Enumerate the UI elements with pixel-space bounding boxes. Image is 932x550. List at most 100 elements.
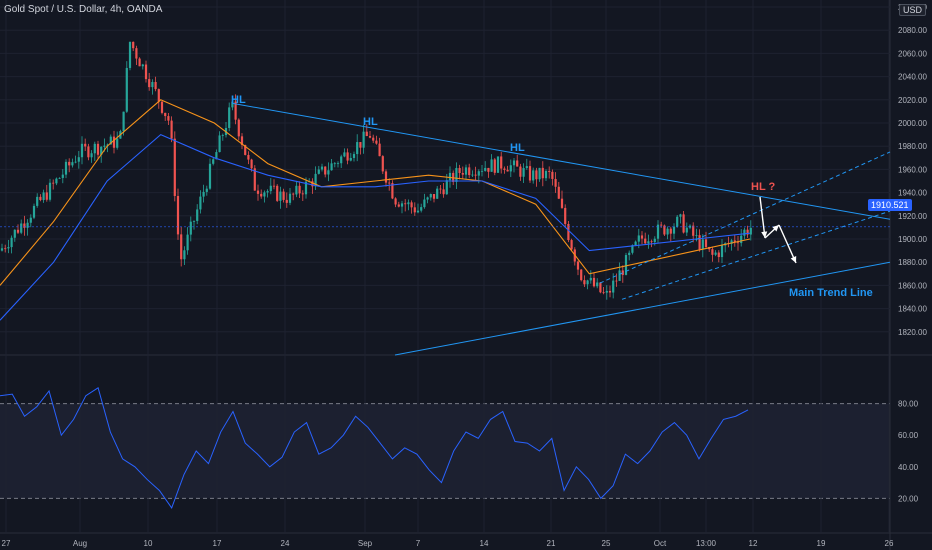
main-trend-line	[394, 261, 891, 356]
candle-body	[525, 166, 528, 169]
x-tick-label: 21	[547, 539, 556, 548]
candle-body	[154, 82, 157, 90]
candle-body	[554, 178, 557, 187]
candle-body	[368, 136, 372, 138]
candle-body	[320, 166, 324, 170]
candle-body	[221, 135, 224, 136]
candle-body	[16, 229, 20, 233]
candle-body	[170, 120, 173, 139]
candle-body	[7, 247, 10, 249]
candle-body	[285, 199, 288, 203]
symbol-title: Gold Spot / U.S. Dollar, 4h, OANDA	[4, 4, 163, 15]
candle-body	[557, 186, 560, 199]
candle-body	[493, 159, 496, 173]
candle-body	[103, 145, 106, 147]
rsi-pane	[0, 387, 749, 509]
candle-body	[151, 82, 154, 88]
candle-body	[436, 188, 439, 199]
x-tick-label: 26	[885, 539, 894, 548]
candle-body	[631, 245, 634, 253]
candle-body	[733, 240, 736, 243]
candle-body	[231, 101, 234, 108]
candle-body	[240, 136, 244, 145]
x-tick-label: 24	[281, 539, 290, 548]
candle-body	[407, 202, 410, 205]
candle-body	[314, 173, 317, 187]
candle-body	[26, 222, 29, 228]
y-tick-label: 2000.00	[898, 119, 927, 128]
channel-lower-line	[621, 210, 891, 300]
candle-body	[68, 161, 71, 166]
candle-body	[256, 190, 260, 194]
candle-body	[544, 170, 548, 179]
candle-body	[125, 67, 128, 112]
candle-body	[132, 41, 135, 49]
candle-body	[512, 160, 516, 166]
candle-body	[749, 227, 752, 235]
candle-body	[333, 163, 336, 165]
y-tick-label: 1840.00	[898, 305, 927, 314]
candle-body	[618, 270, 621, 281]
candle-body	[237, 119, 240, 137]
candle-body	[468, 167, 471, 176]
ema-slow-line	[0, 133, 751, 321]
candle-body	[634, 241, 637, 246]
candle-body	[698, 235, 701, 250]
candle-body	[615, 280, 618, 282]
candle-body	[628, 252, 631, 256]
candles	[0, 41, 752, 300]
candle-body	[330, 163, 333, 171]
y-tick-label: 1920.00	[898, 212, 927, 221]
candle-body	[567, 223, 570, 241]
candle-body	[487, 167, 490, 172]
candle-body	[352, 154, 356, 158]
candle-body	[253, 168, 256, 191]
candle-body	[746, 229, 749, 235]
candle-body	[84, 143, 87, 147]
candle-body	[589, 277, 592, 281]
candle-body	[509, 165, 512, 172]
candle-body	[365, 131, 368, 137]
candle-body	[90, 153, 93, 158]
candle-body	[180, 234, 183, 260]
candle-body	[429, 194, 432, 198]
candle-body	[432, 194, 436, 199]
candle-body	[116, 138, 119, 148]
candle-body	[122, 111, 125, 132]
candle-body	[391, 183, 394, 199]
candle-body	[148, 79, 151, 88]
candle-body	[477, 171, 480, 176]
candle-body	[404, 203, 407, 205]
candle-body	[599, 282, 602, 293]
candle-body	[730, 240, 733, 244]
candle-body	[717, 252, 720, 258]
x-tick-label: 19	[817, 539, 826, 548]
candle-body	[4, 248, 7, 250]
candle-body	[48, 182, 52, 200]
candle-body	[535, 170, 538, 180]
candle-body	[378, 143, 381, 157]
candle-body	[519, 166, 522, 177]
candle-body	[420, 207, 423, 211]
candle-body	[580, 269, 583, 281]
candle-body	[199, 196, 202, 210]
currency-badge[interactable]: USD	[898, 4, 926, 16]
candle-body	[192, 220, 196, 222]
candle-body	[324, 166, 327, 175]
x-tick-label: 27	[2, 539, 11, 548]
candle-body	[157, 89, 160, 102]
candle-body	[272, 185, 276, 187]
candle-body	[704, 239, 708, 248]
candle-body	[375, 140, 378, 144]
candle-body	[640, 235, 644, 239]
candle-body	[653, 238, 656, 243]
candle-body	[692, 225, 695, 236]
y-tick-label: 2060.00	[898, 49, 927, 58]
candle-body	[87, 146, 90, 158]
candle-body	[10, 237, 13, 248]
x-tick-label: Oct	[654, 539, 667, 548]
projection-arrow-down	[759, 196, 766, 239]
candle-body	[714, 252, 717, 255]
candle-body	[650, 241, 653, 243]
